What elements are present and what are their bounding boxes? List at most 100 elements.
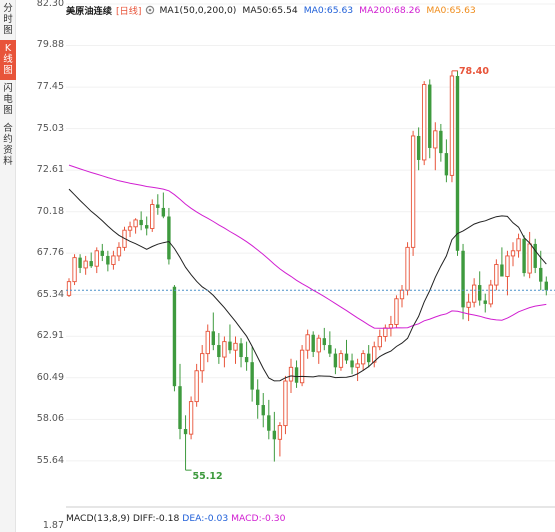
candle-body [150, 204, 155, 229]
candle-body [205, 330, 210, 355]
candle-body [394, 298, 399, 325]
price-tick-label: 77.45 [36, 81, 64, 93]
candle-body [228, 341, 232, 351]
candle-body [422, 84, 427, 161]
period-selector[interactable]: [日线] [115, 6, 142, 17]
ma0-value: MA0:65.63 [303, 4, 354, 16]
candle-body [439, 130, 443, 154]
chart-type-tabs: 分时图 K线图 闪电图 合约资料 [0, 0, 16, 532]
candle-body [377, 336, 382, 348]
candle-body [277, 425, 283, 440]
instrument-title: 美原油连续 [66, 6, 112, 17]
candle-body [410, 135, 416, 248]
tab-kline[interactable]: K线图 [0, 40, 16, 80]
candle-body [256, 389, 260, 406]
candle-body [83, 260, 88, 269]
candle-body [305, 334, 310, 351]
candles [66, 70, 548, 471]
candle-body [116, 246, 122, 257]
candle-body [211, 331, 215, 346]
candle-body [328, 345, 332, 354]
candle-body [455, 75, 460, 251]
candlestick-chart[interactable]: 78.40 55.12 [66, 0, 555, 532]
price-tick-label: 72.61 [36, 164, 64, 176]
macd-axis-label: 1.87 [42, 520, 64, 531]
candle-body [217, 345, 221, 358]
candle-body [472, 284, 477, 303]
low-price-label: 55.12 [193, 471, 223, 482]
tab-contract-info[interactable]: 合约资料 [0, 120, 16, 170]
candle-body [461, 250, 465, 308]
price-tick-label: 62.91 [36, 330, 64, 342]
candle-body [355, 363, 360, 368]
candle-body [156, 204, 160, 208]
candle-body [178, 386, 182, 430]
candle-body [367, 353, 371, 363]
candle-body [466, 301, 471, 308]
price-tick-label: 82.30 [36, 0, 64, 9]
candle-body [478, 285, 482, 301]
candle-body [106, 255, 110, 265]
candle-body [239, 343, 243, 358]
candle-body [316, 337, 321, 353]
candle-body [139, 219, 143, 226]
candle-body [311, 334, 315, 352]
candle-body [267, 415, 271, 431]
gear-icon[interactable] [145, 5, 155, 15]
candle-body [488, 284, 493, 305]
candle-body [444, 153, 449, 176]
tab-flash-label: 闪电图 [3, 83, 13, 116]
price-tick-label: 65.34 [36, 288, 64, 300]
candle-body [272, 430, 277, 440]
candle-body [527, 243, 532, 274]
candle-body [522, 238, 526, 274]
tab-kline-label: K线图 [3, 43, 13, 76]
candle-body [261, 405, 265, 416]
candle-body [94, 250, 99, 267]
candle-body [244, 357, 249, 363]
candle-body [133, 219, 138, 228]
candle-body [299, 349, 305, 384]
candle-body [127, 226, 133, 231]
candle-body [89, 261, 93, 267]
price-tick-label: 75.03 [36, 122, 64, 134]
candle-body [350, 360, 354, 368]
candle-body [533, 243, 537, 268]
price-tick-label: 67.76 [36, 247, 64, 259]
candle-body [516, 238, 521, 252]
candle-body [505, 255, 510, 277]
grid-lines [66, 3, 555, 462]
ma200-line [68, 164, 547, 329]
price-tick-label: 79.88 [36, 39, 64, 51]
tab-flash[interactable]: 闪电图 [0, 80, 16, 120]
candle-body [188, 401, 194, 435]
candle-body [510, 250, 516, 257]
candle-body [416, 135, 421, 160]
candle-body [405, 246, 410, 291]
price-tick-label: 70.18 [36, 205, 64, 217]
candle-body [449, 75, 455, 176]
macd-config[interactable]: MACD(13,8,9) [66, 513, 130, 524]
annotations: 78.40 55.12 [185, 66, 489, 482]
ma-config-label[interactable]: MA1(50,0,200,0) [159, 4, 237, 16]
candle-body [388, 324, 394, 329]
candle-body [167, 216, 171, 260]
tab-intraday[interactable]: 分时图 [0, 0, 16, 40]
macd-value: MACD:-0.30 [231, 513, 286, 524]
macd-readout: MACD(13,8,9) DIFF:-0.18 DEA:-0.03 MACD:-… [66, 513, 286, 524]
macd-diff: DIFF:-0.18 [132, 513, 180, 524]
candle-body [428, 84, 432, 148]
candle-body [288, 366, 294, 382]
tab-intraday-label: 分时图 [3, 3, 13, 36]
price-tick-label: 60.49 [36, 371, 64, 383]
candle-body [161, 207, 166, 217]
candle-body [433, 130, 438, 149]
price-tick-label: 58.06 [36, 413, 64, 425]
candle-body [544, 281, 548, 291]
chart-header: 美原油连续 [日线] MA1(50,0,200,0) MA50:65.54 MA… [66, 3, 482, 18]
candle-body [250, 362, 254, 390]
candle-body [222, 341, 227, 358]
candle-body [399, 289, 405, 300]
high-price-label: 78.40 [459, 66, 489, 77]
ma50-value: MA50:65.54 [242, 4, 298, 16]
